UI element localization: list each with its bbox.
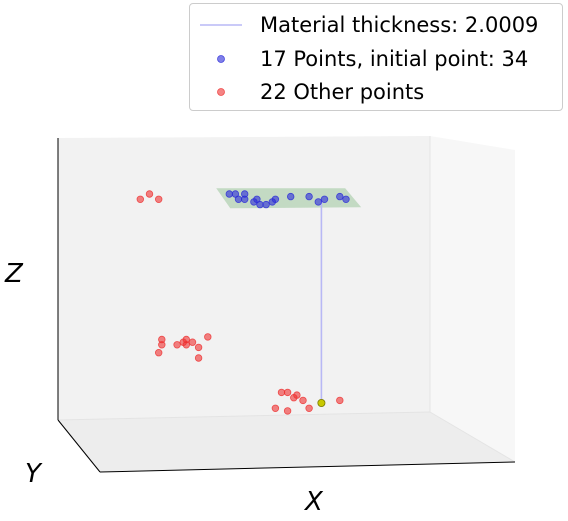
legend: Material thickness: 2.0009 17 Points, in… [189,3,563,111]
selected-point [256,200,264,209]
other-point [290,394,298,402]
other-point [158,341,166,349]
legend-line-icon [200,24,242,26]
x-axis-line [99,461,516,473]
selected-point [271,195,280,203]
z-axis-label: Z [5,259,23,289]
other-point [204,333,212,341]
legend-item-thickness: Material thickness: 2.0009 [190,11,562,39]
other-point [154,349,163,357]
other-point [173,341,181,349]
legend-item-selected-points: 17 Points, initial point: 34 [190,45,562,73]
selected-point [262,200,270,209]
other-point [283,388,292,397]
x-axis-label: X [305,487,323,517]
chart-marks [136,190,350,415]
selected-point [225,190,233,198]
selected-point [305,192,313,201]
other-point [188,338,197,346]
other-point [299,396,307,405]
legend-label: 17 Points, initial point: 34 [260,47,529,71]
other-point [277,388,286,397]
other-point [154,195,163,203]
selected-point [234,195,243,203]
other-point [194,354,203,362]
legend-item-other-points: 22 Other points [190,78,562,106]
other-point [283,407,292,415]
selected-point [314,198,322,206]
other-point [271,404,280,412]
selected-point [336,192,344,201]
other-point [305,404,313,412]
back-pane [58,136,430,420]
selected-point [320,195,329,203]
legend-label: Material thickness: 2.0009 [260,13,539,37]
floor-pane [58,412,515,472]
legend-label: 22 Other points [260,80,425,104]
other-point [336,396,344,405]
y-axis-label: Y [25,459,41,489]
selected-point [342,195,350,203]
other-point [194,343,203,352]
right-pane [430,136,515,462]
selected-point [240,195,249,203]
pane-edge [429,411,516,463]
other-point [136,195,144,203]
other-point [145,190,154,198]
other-point [182,341,190,349]
y-axis-line [57,419,101,473]
pane-edge [57,411,431,421]
legend-dot-icon [217,88,225,96]
legend-dot-icon [217,55,225,63]
initial-point [317,398,326,407]
selected-point [287,192,295,201]
